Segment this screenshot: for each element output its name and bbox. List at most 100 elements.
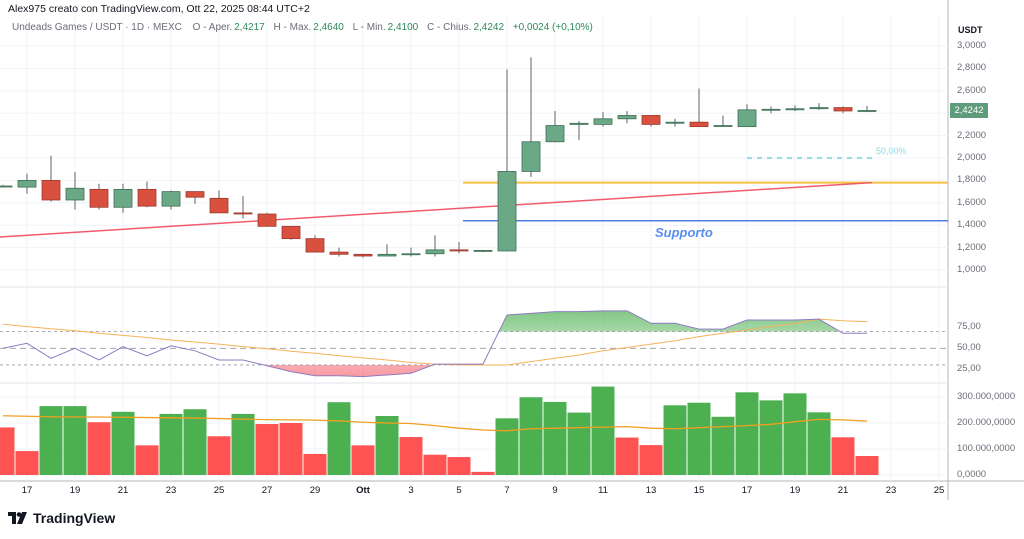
time-tick-label: 3 — [408, 485, 414, 496]
time-tick-label: 29 — [309, 485, 321, 496]
candle-body — [713, 125, 733, 127]
candle-body — [329, 251, 349, 255]
time-tick-label: 17 — [741, 485, 753, 496]
candle-body — [521, 141, 541, 172]
candle-body — [161, 191, 181, 207]
volume-ma-line — [2, 415, 868, 432]
volume-bar — [519, 397, 543, 475]
volume-bars — [0, 386, 879, 475]
trend-line — [0, 181, 873, 238]
time-tick-label: 23 — [165, 485, 177, 496]
volume-bar — [207, 436, 231, 475]
time-tick-label: Ott — [356, 485, 370, 496]
volume-bar — [639, 445, 663, 475]
volume-bar — [135, 445, 159, 475]
candle-body — [569, 122, 589, 125]
time-tick-label: 15 — [693, 485, 705, 496]
candle-body — [401, 253, 421, 256]
close-label: C - Chius. — [427, 22, 472, 33]
candle-body — [665, 121, 685, 124]
candle-body — [497, 171, 517, 252]
time-tick-label: 21 — [837, 485, 849, 496]
time-tick-label: 9 — [552, 485, 558, 496]
candle-body — [185, 191, 205, 198]
price-tick-label: 1,0000 — [957, 264, 987, 275]
tradingview-logo[interactable]: TradingView — [8, 510, 115, 526]
volume-bar — [39, 406, 63, 475]
candle-body — [689, 121, 709, 128]
time-tick-label: 17 — [21, 485, 33, 496]
price-tick-label: 1,6000 — [957, 196, 987, 208]
volume-bar — [711, 416, 735, 475]
candle-body — [89, 188, 109, 208]
candle-body — [113, 188, 133, 208]
tradingview-logo-icon — [8, 512, 27, 524]
time-tick-label: 19 — [69, 485, 81, 496]
price-tick-label: 1,8000 — [957, 174, 987, 186]
volume-bar — [183, 409, 207, 475]
volume-bar — [255, 424, 279, 475]
volume-bar — [447, 457, 471, 475]
high-label: H - Max. — [273, 22, 312, 33]
volume-tick-label: 200.000,0000 — [957, 417, 1016, 428]
support-label[interactable]: Supporto — [655, 225, 713, 240]
volume-bar — [111, 411, 135, 475]
volume-bar — [351, 445, 375, 475]
candle-body — [305, 238, 325, 253]
symbol-label[interactable]: Undeads Games / USDT · 1D · MEXC — [12, 22, 182, 33]
candle-body — [17, 179, 37, 188]
ohlc-legend: Undeads Games / USDT · 1D · MEXC O - Ape… — [12, 22, 599, 33]
volume-bar — [615, 437, 639, 475]
candle-body — [617, 115, 637, 120]
rsi-overbought-fill — [3, 310, 867, 332]
candle-body — [377, 253, 397, 257]
volume-tick-label: 300.000,0000 — [957, 391, 1016, 402]
candle-body — [545, 125, 565, 143]
price-tick-label: 3,0000 — [957, 40, 987, 51]
rsi-tick-label: 25,00 — [957, 363, 981, 375]
time-tick-label: 25 — [933, 485, 945, 496]
price-tick-label: 2,8000 — [957, 62, 987, 74]
candle-body — [785, 108, 805, 111]
time-tick-label: 23 — [885, 485, 897, 496]
candle-body — [761, 108, 781, 111]
rsi-tick-label: 50,00 — [957, 342, 981, 354]
volume-bar — [63, 406, 87, 475]
volume-bar — [423, 454, 447, 475]
price-tick-label: 1,4000 — [957, 219, 987, 231]
candle-body — [425, 249, 445, 255]
volume-bar — [735, 392, 759, 475]
candle-body — [41, 179, 61, 201]
volume-bar — [591, 386, 615, 475]
candle-body — [257, 213, 277, 227]
time-tick-label: 19 — [789, 485, 801, 496]
price-tick-label: 2,6000 — [957, 84, 987, 96]
volume-bar — [567, 412, 591, 475]
fib-50-label[interactable]: 50,00% — [876, 146, 907, 156]
volume-bar — [159, 413, 183, 475]
volume-bar — [231, 413, 255, 475]
candle-body — [65, 187, 85, 201]
candle-body — [233, 212, 253, 215]
candle-body — [473, 249, 493, 252]
open-label: O - Aper. — [192, 22, 233, 33]
volume-bar — [327, 402, 351, 475]
close-value: 2,4242 — [473, 22, 505, 33]
low-value: 2,4100 — [387, 22, 419, 33]
candle-body — [137, 188, 157, 207]
volume-bar — [543, 401, 567, 475]
volume-bar — [375, 415, 399, 475]
volume-bar — [831, 437, 855, 475]
candle-body — [449, 249, 469, 252]
change-value: +0,0024 (+0,10%) — [512, 22, 593, 33]
price-unit[interactable]: USDT — [958, 25, 983, 35]
candle-body — [737, 109, 757, 128]
volume-bar — [279, 423, 303, 475]
time-tick-label: 27 — [261, 485, 273, 496]
volume-bar — [783, 393, 807, 475]
time-tick-label: 21 — [117, 485, 129, 496]
volume-bar — [15, 451, 39, 475]
volume-bar — [399, 437, 423, 475]
price-tick-label: 2,2000 — [957, 129, 987, 141]
